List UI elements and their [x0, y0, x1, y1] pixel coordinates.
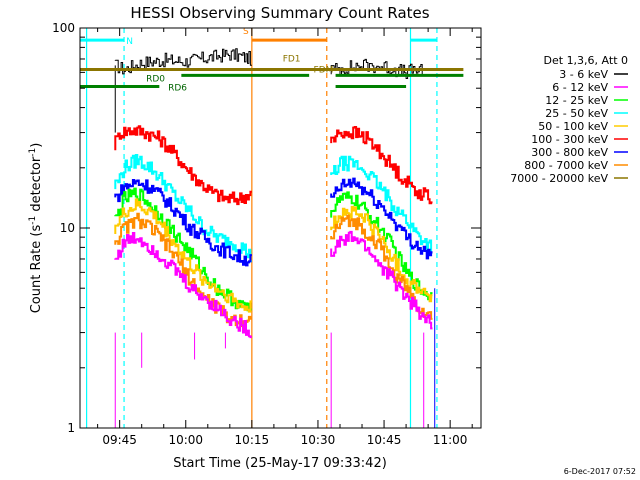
y-axis-label: Count Rate (s-1 detector-1) [28, 143, 44, 314]
y-tick-label: 100 [52, 21, 75, 35]
y-axis: 1 10 100 [52, 21, 481, 435]
series-line [114, 212, 252, 328]
x-tick-label: 10:30 [301, 433, 336, 447]
legend-label: 300 - 800 keV [531, 146, 608, 159]
y-axis-label-end: ) [29, 143, 44, 148]
y-axis-label-sup1: -1 [28, 216, 38, 225]
x-tick-label: 09:45 [102, 433, 137, 447]
footer-timestamp: 6-Dec-2017 07:52 [564, 467, 636, 476]
x-axis-label: Start Time (25-May-17 09:33:42) [173, 456, 387, 471]
flag-label-rd0: RD0 [146, 74, 165, 84]
y-tick-label: 10 [60, 221, 75, 235]
y-tick-label: 1 [67, 421, 75, 435]
legend-label: 100 - 300 keV [531, 133, 608, 146]
series-line [330, 126, 433, 205]
flag-label-n: N [126, 37, 133, 47]
series-line [330, 205, 433, 303]
legend-label: 25 - 50 keV [545, 107, 608, 120]
series-line [114, 179, 252, 267]
legend-label: 800 - 7000 keV [524, 159, 608, 172]
legend-label: 12 - 25 keV [545, 94, 608, 107]
flag-label-s: S [243, 27, 249, 37]
series-line [114, 187, 252, 312]
y-axis-label-sup2: -1 [28, 148, 38, 157]
x-tick-label: 11:00 [433, 433, 468, 447]
legend-label: 3 - 6 keV [559, 68, 608, 81]
flag-label-fd1: FD1 [283, 55, 301, 65]
flag-label-rd6: RD6 [168, 83, 187, 93]
y-axis-label-mid: detector [29, 156, 44, 216]
series-line [330, 230, 433, 330]
flag-label-fdm: FDM [314, 66, 334, 76]
series-line [330, 155, 433, 254]
chart-title: HESSI Observing Summary Count Rates [130, 4, 429, 22]
x-axis: 09:45 10:00 10:15 10:30 10:45 11:00 [97, 28, 473, 447]
legend-label: 6 - 12 keV [552, 81, 608, 94]
legend-header: Det 1,3,6, Att 0 [544, 54, 628, 67]
legend-label: 50 - 100 keV [538, 120, 608, 133]
legend-label: 7000 - 20000 keV [510, 172, 608, 185]
series-line [114, 232, 252, 339]
x-tick-label: 10:15 [235, 433, 270, 447]
series-line [330, 177, 433, 260]
x-tick-label: 10:45 [367, 433, 402, 447]
y-axis-label-main: Count Rate (s [29, 225, 44, 314]
series-line [114, 125, 252, 206]
x-tick-label: 10:00 [168, 433, 203, 447]
series-line [114, 198, 252, 313]
